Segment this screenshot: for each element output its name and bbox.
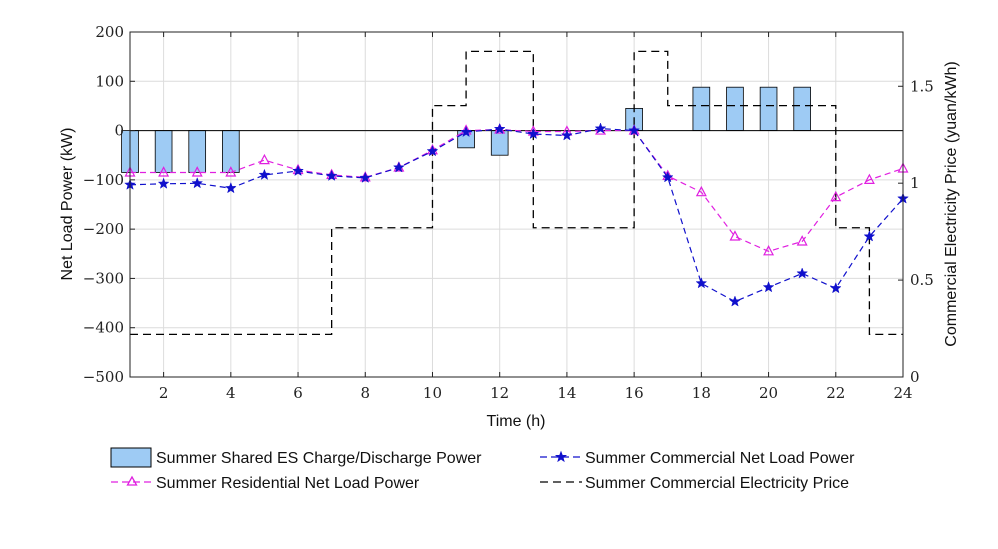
es-bar	[188, 130, 207, 173]
y-left-tick-label: 100	[95, 72, 124, 90]
legend-label-residential: Summer Residential Net Load Power	[156, 475, 420, 492]
x-tick-label: 16	[625, 384, 644, 402]
residential-point	[729, 230, 741, 241]
x-tick-label: 14	[557, 384, 576, 402]
commercial-point	[359, 171, 372, 183]
y-right-tick-label: 0	[910, 368, 920, 386]
commercial-point	[729, 295, 741, 307]
x-tick-label: 12	[490, 384, 509, 402]
y-left-tick-label: −400	[83, 319, 124, 337]
es-bar	[759, 86, 778, 131]
x-tick-label: 8	[360, 384, 370, 402]
x-tick-label: 18	[692, 384, 711, 402]
commercial-point	[695, 277, 708, 289]
residential-point	[796, 235, 808, 246]
y-left-tick-label: 0	[114, 122, 124, 140]
x-axis-label: Time (h)	[487, 413, 546, 430]
plot-frame	[129, 31, 904, 378]
y-right-axis-label: Commercial Electricity Price (yuan/kWh)	[943, 61, 960, 346]
residential-point	[695, 185, 707, 197]
residential-point	[158, 166, 170, 177]
commercial-line	[129, 127, 904, 303]
residential-point	[258, 153, 270, 165]
commercial-point	[628, 124, 641, 136]
legend-swatch-es-bar	[110, 447, 152, 468]
commercial-point	[258, 168, 271, 180]
commercial-point	[191, 177, 204, 189]
y-left-tick-label: −500	[83, 368, 124, 386]
es-bar	[490, 130, 509, 156]
x-tick-label: 10	[423, 384, 442, 402]
es-bar	[793, 86, 811, 131]
x-tick-label: 20	[759, 384, 778, 402]
legend: Summer Shared ES Charge/Discharge Power …	[110, 447, 855, 492]
commercial-point	[796, 267, 809, 279]
residential-point	[863, 173, 875, 184]
legend-label-es: Summer Shared ES Charge/Discharge Power	[156, 450, 482, 467]
commercial-point	[661, 171, 674, 183]
commercial-point	[762, 281, 775, 293]
commercial-point	[392, 161, 405, 173]
legend-label-commercial: Summer Commercial Net Load Power	[585, 450, 855, 467]
y-left-tick-label: 200	[95, 23, 124, 41]
commercial-point	[426, 145, 439, 157]
commercial-point	[493, 122, 506, 135]
price-step-line	[130, 50, 903, 336]
price-series	[130, 50, 903, 336]
commercial-point	[224, 182, 237, 194]
residential-point	[763, 245, 775, 256]
residential-point	[225, 166, 237, 177]
commercial-point	[594, 122, 607, 134]
x-tick-label: 24	[893, 384, 912, 402]
legend-swatch-commercial-marker	[554, 450, 568, 463]
commercial-point	[829, 282, 842, 294]
legend-swatch-residential-marker	[126, 475, 138, 486]
residential-point	[191, 166, 203, 177]
es-bar	[726, 86, 744, 131]
residential-point	[830, 190, 842, 202]
y-right-tick-label: 1	[910, 174, 920, 192]
commercial-point	[325, 169, 338, 181]
commercial-point	[292, 164, 304, 177]
x-tick-label: 4	[226, 384, 236, 402]
y-right-tick-label: 0.5	[910, 271, 934, 289]
es-bar	[154, 130, 173, 173]
y-left-tick-label: −100	[83, 171, 124, 189]
commercial-point	[527, 127, 540, 140]
commercial-point	[863, 230, 876, 242]
commercial-point	[157, 177, 170, 189]
residential-line	[130, 128, 904, 252]
axis-ticks: 2 4 6 8 10 12 14 16 18 20 22 24−500−400−300−200−100…	[83, 23, 934, 402]
es-bar	[692, 86, 711, 131]
legend-label-price: Summer Commercial Electricity Price	[585, 475, 849, 492]
x-tick-label: 6	[293, 384, 303, 402]
es-bar	[222, 130, 240, 173]
x-tick-label: 22	[826, 384, 845, 402]
y-right-tick-label: 1.5	[910, 77, 934, 95]
y-left-tick-label: −200	[83, 220, 124, 238]
y-left-tick-label: −300	[83, 269, 124, 287]
commercial-point	[460, 125, 473, 138]
y-left-axis-label: Net Load Power (kW)	[59, 128, 76, 281]
commercial-point	[560, 129, 573, 141]
x-tick-label: 2	[159, 384, 169, 402]
